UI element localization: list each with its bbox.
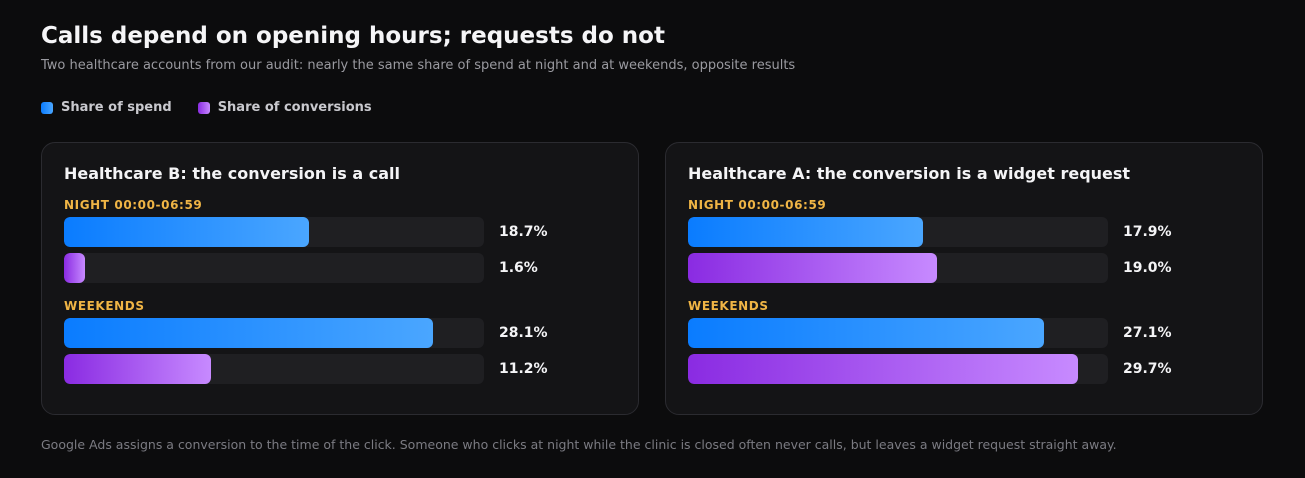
legend-label-spend: Share of spend [61,100,172,115]
page-title: Calls depend on opening hours; requests … [41,23,665,49]
legend-label-conversions: Share of conversions [217,100,372,115]
legend-item-spend: Share of spend [41,100,172,116]
panel-title: Healthcare A: the conversion is a widget… [688,164,1131,183]
group-label: NIGHT 00:00-06:59 [64,198,203,212]
legend: Share of spend Share of conversions [41,100,398,116]
bar-track [688,354,1108,384]
bar-value-label: 17.9% [1123,224,1172,240]
bar-spend [688,318,1044,348]
bar-spend [688,217,923,247]
bar-track [688,217,1108,247]
legend-item-conversions: Share of conversions [197,100,372,116]
page-subtitle: Two healthcare accounts from our audit: … [41,58,796,73]
bar-conversions [64,354,211,384]
bar-value-label: 29.7% [1123,361,1172,377]
bar-value-label: 11.2% [499,361,548,377]
bar-conversions [688,354,1078,384]
bar-value-label: 28.1% [499,325,548,341]
bar-conversions [64,253,85,283]
bar-track [64,318,484,348]
bar-track [64,253,484,283]
bar-track [688,318,1108,348]
group-label: WEEKENDS [688,299,769,313]
panel-title: Healthcare B: the conversion is a call [64,164,400,183]
bar-conversions [688,253,938,283]
bar-track [688,253,1108,283]
panel-healthcare-a: Healthcare A: the conversion is a widget… [665,142,1263,415]
bar-value-label: 1.6% [499,260,538,276]
legend-swatch-conversions [197,102,210,114]
bar-spend [64,318,433,348]
footnote: Google Ads assigns a conversion to the t… [41,437,1117,452]
bar-value-label: 18.7% [499,224,548,240]
panel-healthcare-b: Healthcare B: the conversion is a call N… [41,142,639,415]
bar-track [64,217,484,247]
bar-value-label: 27.1% [1123,325,1172,341]
bar-track [64,354,484,384]
legend-swatch-spend [41,102,53,114]
group-label: WEEKENDS [64,299,145,313]
bar-spend [64,217,310,247]
group-label: NIGHT 00:00-06:59 [688,198,827,212]
bar-value-label: 19.0% [1123,260,1172,276]
